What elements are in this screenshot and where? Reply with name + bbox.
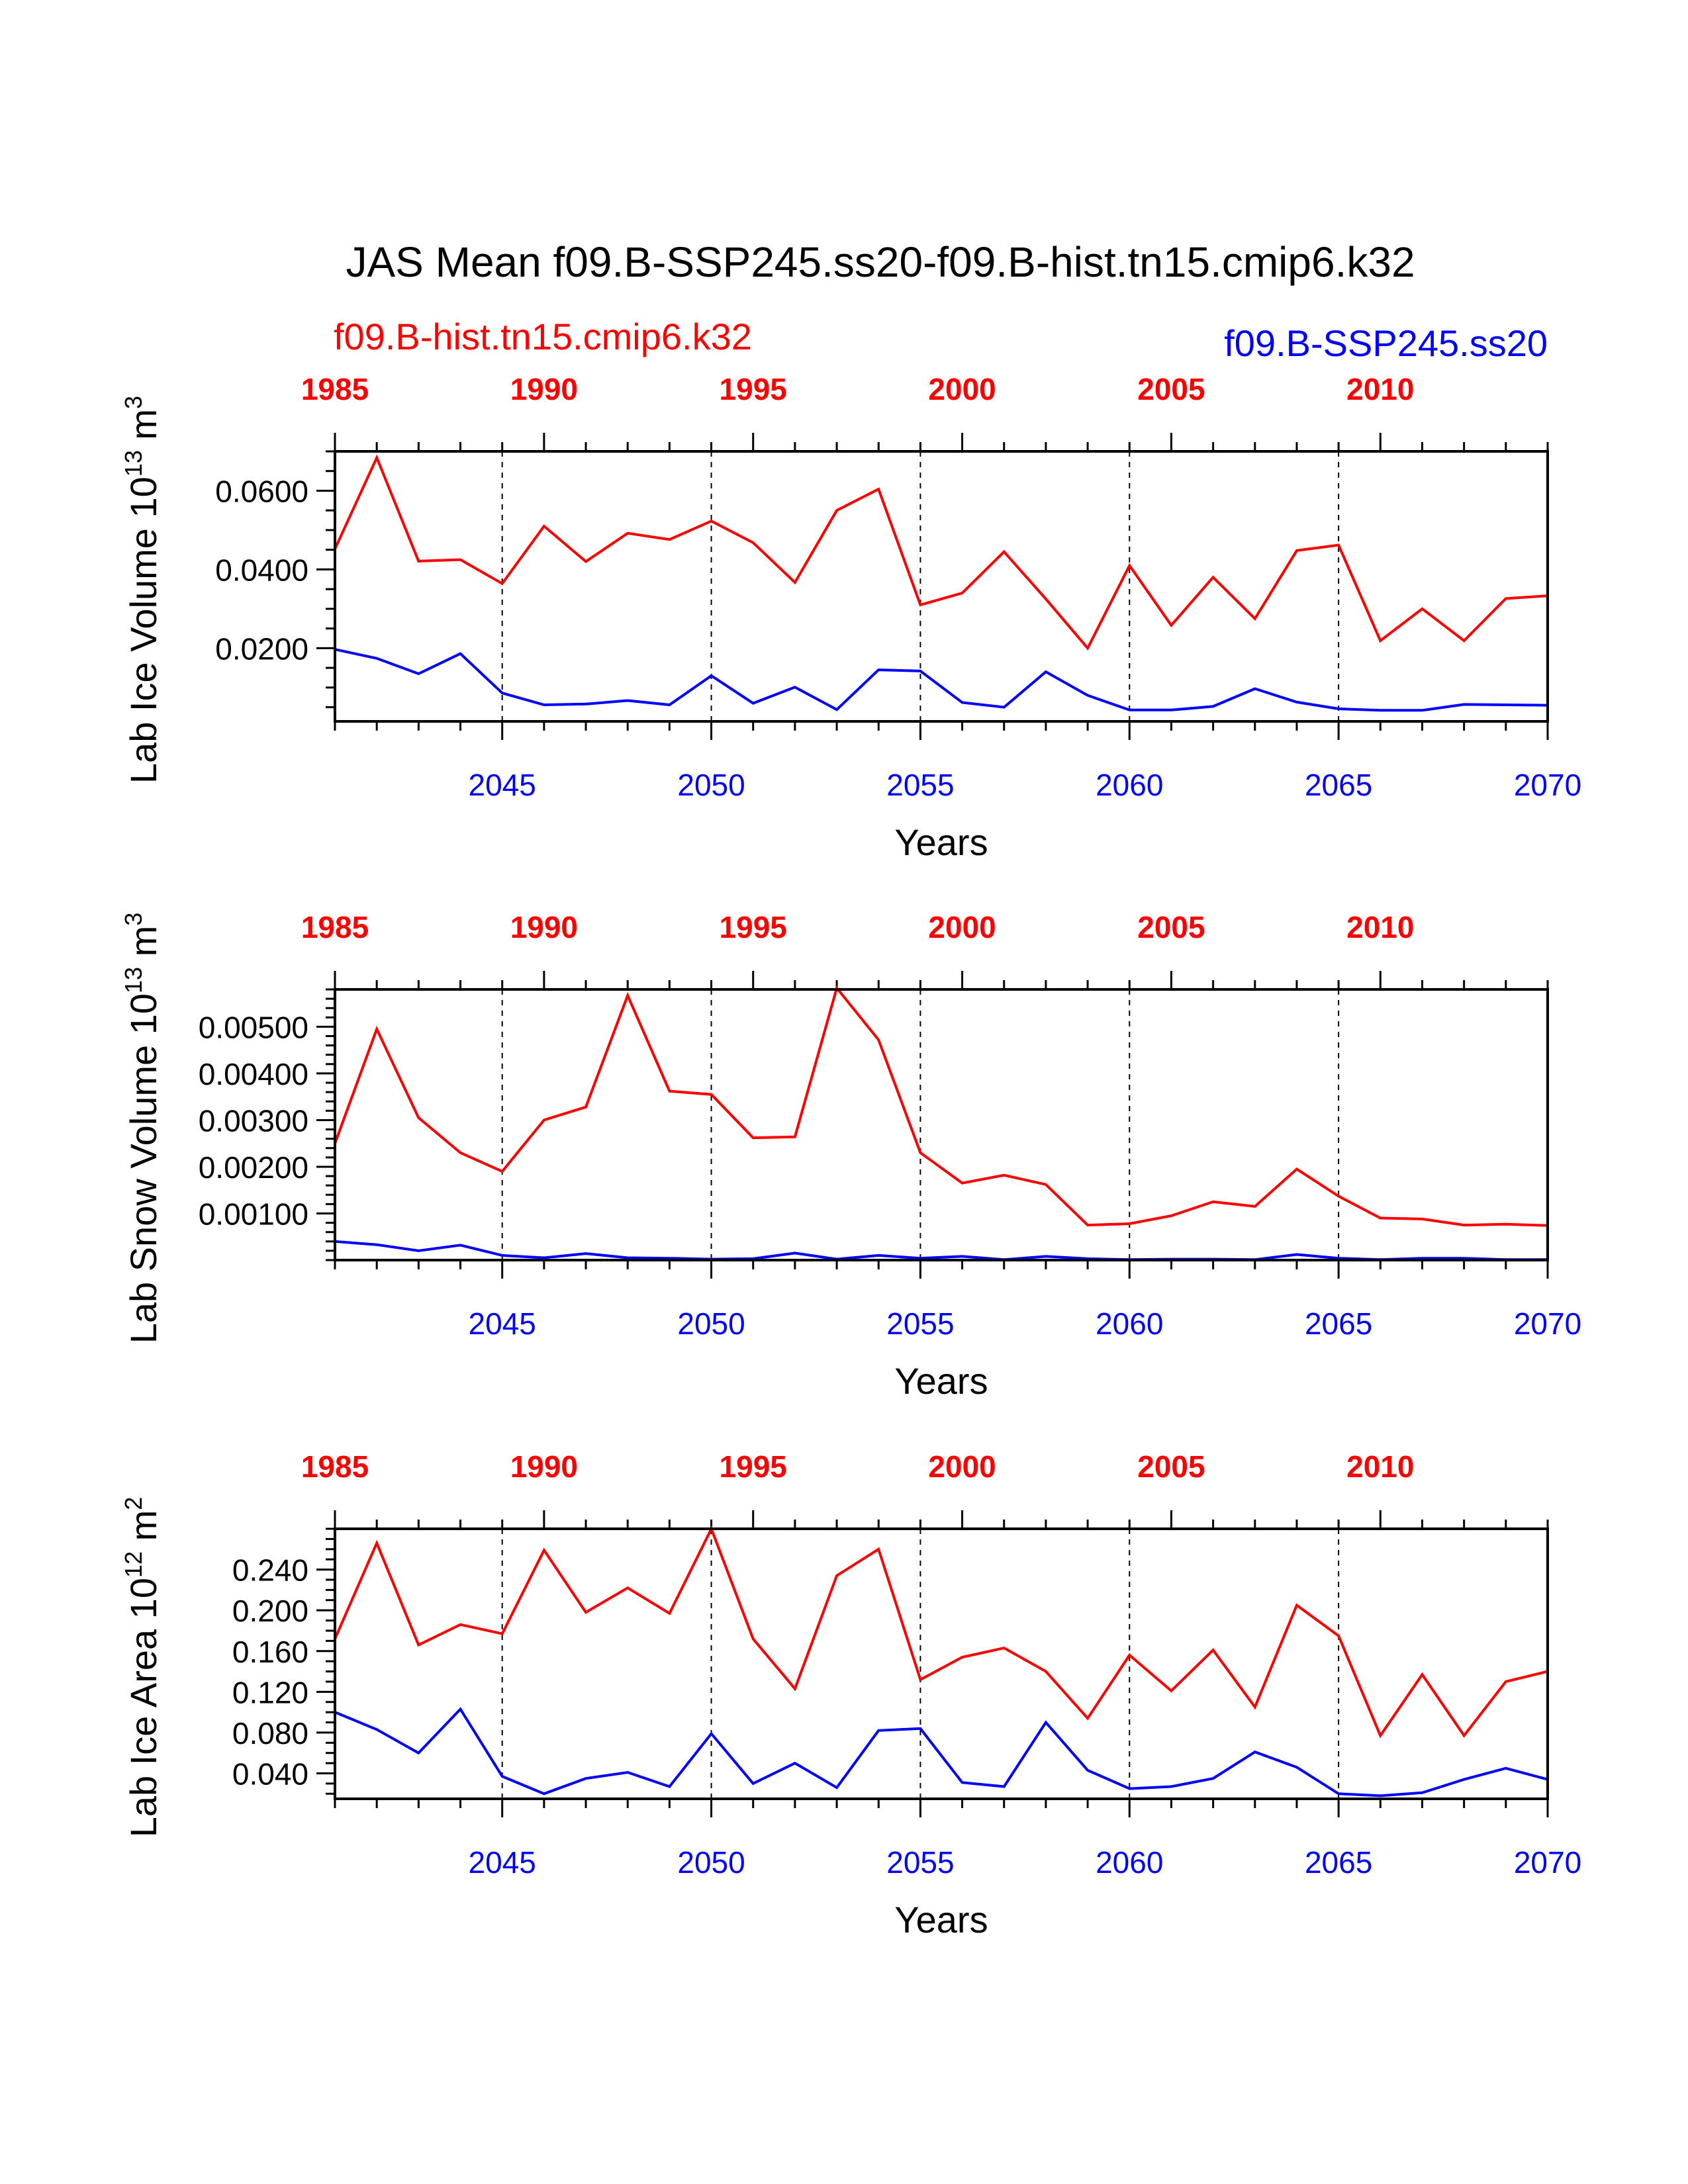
x-axis-label: Years [894, 821, 988, 863]
x-top-tick-label: 2010 [1346, 372, 1414, 406]
x-top-tick-label: 2010 [1346, 1449, 1414, 1484]
y-axis-label-ylabel-unit: m [122, 409, 164, 450]
y-tick-label: 0.120 [232, 1675, 308, 1709]
x-bottom-tick-label: 2050 [677, 1306, 745, 1341]
y-tick-label: 0.00100 [199, 1197, 308, 1231]
x-bottom-tick-label: 2070 [1514, 1306, 1581, 1341]
x-top-tick-label: 2000 [928, 372, 996, 406]
x-top-tick-label: 2005 [1137, 372, 1205, 406]
x-top-tick-label: 1990 [510, 372, 578, 406]
y-axis-label-ylabel-unit: m [122, 926, 164, 967]
x-top-tick-label: 1985 [301, 1449, 369, 1484]
x-top-tick-label: 1990 [510, 1449, 578, 1484]
x-axis-label: Years [894, 1360, 988, 1402]
y-tick-label: 0.00200 [199, 1150, 308, 1185]
x-top-tick-label: 2005 [1137, 910, 1205, 944]
x-bottom-tick-label: 2055 [886, 1845, 954, 1880]
x-top-tick-label: 1985 [301, 372, 369, 406]
y-axis-label-ylabel-unit-exp: 3 [120, 913, 147, 926]
legend-ssp-label: f09.B-SSP245.ss20 [1224, 322, 1548, 364]
y-axis-label-ylabel-exp: 13 [120, 967, 147, 993]
x-bottom-tick-label: 2045 [469, 1845, 536, 1880]
y-axis-label-ylabel: Lab Ice Volume 10 [122, 477, 164, 784]
x-axis-label: Years [894, 1899, 988, 1940]
x-bottom-tick-label: 2060 [1096, 1845, 1163, 1880]
series-line-ssp [334, 1240, 1548, 1261]
x-top-tick-label: 2000 [928, 1449, 996, 1484]
series-line-hist [334, 985, 1548, 1227]
x-bottom-tick-label: 2060 [1096, 1306, 1163, 1341]
x-bottom-tick-label: 2055 [886, 1306, 954, 1341]
y-tick-label: 0.080 [232, 1716, 308, 1751]
y-tick-label: 0.240 [232, 1553, 308, 1588]
y-tick-label: 0.0400 [215, 553, 308, 587]
x-top-tick-label: 2005 [1137, 1449, 1205, 1484]
x-bottom-tick-label: 2065 [1305, 1306, 1372, 1341]
y-tick-label: 0.00500 [199, 1010, 308, 1044]
x-bottom-tick-label: 2050 [677, 768, 745, 802]
x-bottom-tick-label: 2045 [469, 768, 536, 802]
x-bottom-tick-label: 2060 [1096, 768, 1163, 802]
legend-hist-label: f09.B-hist.tn15.cmip6.k32 [334, 316, 752, 357]
x-bottom-tick-label: 2045 [469, 1306, 536, 1341]
x-bottom-tick-label: 2065 [1305, 1845, 1372, 1880]
y-tick-label: 0.00300 [199, 1103, 308, 1138]
y-tick-label: 0.0600 [215, 474, 308, 508]
x-top-tick-label: 1995 [720, 372, 787, 406]
panel-2: 0.00100 0.00200 0.00300 0.00400 0.00500 2045 2… [120, 910, 1581, 1402]
y-tick-label: 0.00400 [199, 1057, 308, 1091]
x-top-tick-label: 1995 [720, 910, 787, 944]
y-tick-label: 0.200 [232, 1594, 308, 1628]
y-axis-label: Lab Ice Volume 1013 m3 [120, 396, 164, 784]
y-tick-label: 0.0200 [215, 631, 308, 666]
x-top-tick-label: 1985 [301, 910, 369, 944]
chart-title: JAS Mean f09.B-SSP245.ss20-f09.B-hist.tn… [346, 238, 1415, 286]
series-line-ssp [334, 648, 1548, 712]
x-bottom-tick-label: 2050 [677, 1845, 745, 1880]
x-bottom-tick-label: 2070 [1514, 1845, 1581, 1880]
y-axis-label-ylabel-exp: 13 [120, 450, 147, 477]
y-axis-label: Lab Snow Volume 1013 m3 [120, 913, 164, 1344]
x-bottom-tick-label: 2070 [1514, 768, 1581, 802]
x-top-tick-label: 1995 [720, 1449, 787, 1484]
series-line-ssp [334, 1707, 1548, 1797]
y-axis-label-ylabel: Lab Snow Volume 10 [122, 993, 164, 1343]
x-bottom-tick-label: 2055 [886, 768, 954, 802]
y-axis-label-ylabel-unit-exp: 3 [120, 396, 147, 409]
plot-frame [334, 450, 1549, 723]
panel-1: 0.0200 0.0400 0.0600 2045 2050 2055 2060 2065 20… [120, 372, 1581, 863]
plot-frame [334, 1527, 1549, 1800]
plot-frame [334, 988, 1549, 1261]
y-axis-label-ylabel: Lab Ice Area 10 [122, 1578, 164, 1837]
y-tick-label: 0.160 [232, 1635, 308, 1669]
series-line-hist [334, 1525, 1548, 1739]
panel-3: 0.040 0.080 0.120 0.160 0.200 0.240 2045 2050 20… [120, 1449, 1581, 1940]
series-line-hist [334, 454, 1548, 651]
y-tick-label: 0.040 [232, 1757, 308, 1792]
y-axis-label-ylabel-unit: m [122, 1510, 164, 1551]
x-top-tick-label: 2010 [1346, 910, 1414, 944]
x-bottom-tick-label: 2065 [1305, 768, 1372, 802]
y-axis-label-ylabel-unit-exp: 2 [120, 1497, 147, 1510]
y-axis-label-ylabel-exp: 12 [120, 1551, 147, 1578]
x-top-tick-label: 2000 [928, 910, 996, 944]
x-top-tick-label: 1990 [510, 910, 578, 944]
y-axis-label: Lab Ice Area 1012 m2 [120, 1497, 164, 1838]
